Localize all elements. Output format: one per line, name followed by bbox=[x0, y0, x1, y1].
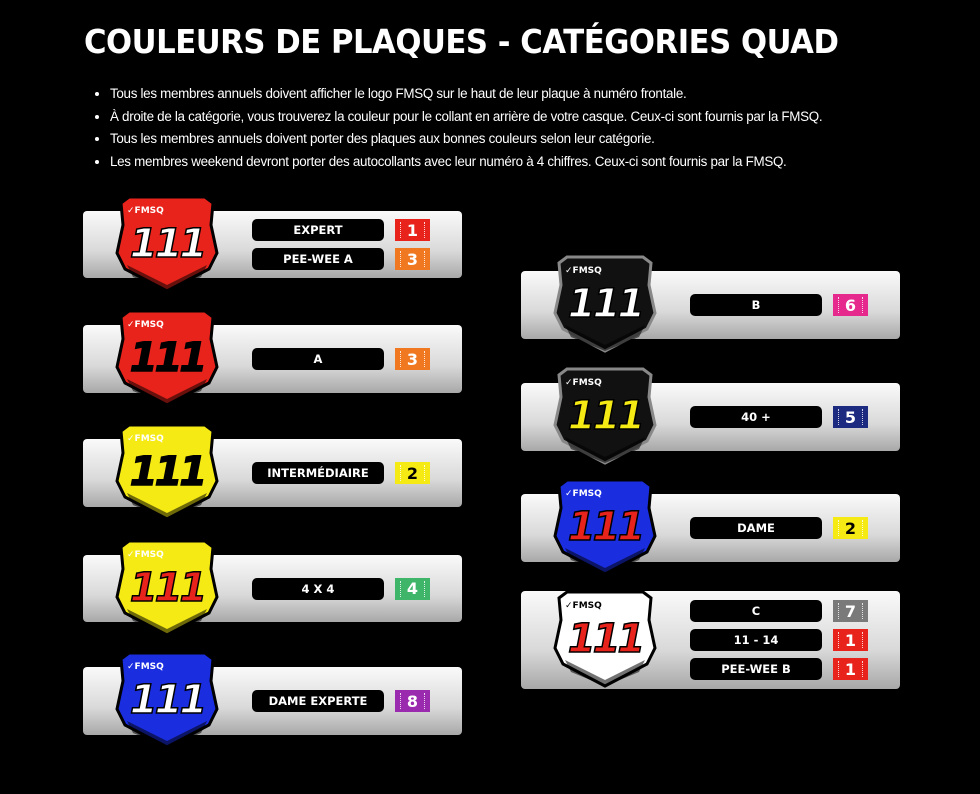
helmet-sticker-badge: 4 bbox=[395, 577, 430, 600]
plate-number: 111 bbox=[130, 221, 205, 267]
category-row: DAME 2 bbox=[690, 517, 868, 539]
helmet-sticker-badge: 1 bbox=[833, 629, 868, 651]
category-row: DAME EXPERTE 8 bbox=[252, 690, 430, 712]
category-label: B bbox=[690, 294, 822, 316]
plate-logo: ✓FMSQ bbox=[565, 489, 602, 499]
plate-logo: ✓FMSQ bbox=[127, 434, 164, 444]
helmet-sticker-badge: 5 bbox=[833, 406, 868, 428]
plate-logo: ✓FMSQ bbox=[127, 662, 164, 672]
page-title: COULEURS DE PLAQUES - CATÉGORIES QUAD bbox=[84, 22, 839, 61]
number-plate: ✓FMSQ 111 bbox=[551, 367, 659, 465]
category-row: INTERMÉDIAIRE 2 bbox=[252, 462, 430, 484]
plate-shape bbox=[553, 590, 657, 688]
category-label: INTERMÉDIAIRE bbox=[252, 462, 384, 484]
plate-number: 111 bbox=[568, 616, 643, 662]
plate-number: 111 bbox=[568, 281, 643, 327]
plate-shape bbox=[553, 478, 657, 576]
helmet-sticker-badge: 3 bbox=[395, 348, 430, 370]
category-label: PEE-WEE B bbox=[690, 658, 822, 680]
plate-logo: ✓FMSQ bbox=[127, 320, 164, 330]
plate-number: 111 bbox=[130, 677, 205, 723]
plate-number: 111 bbox=[130, 449, 205, 495]
helmet-sticker-badge: 2 bbox=[395, 462, 430, 484]
number-plate: ✓FMSQ 111 bbox=[551, 590, 659, 688]
helmet-sticker-badge: 8 bbox=[395, 690, 430, 712]
category-row: PEE-WEE A 3 bbox=[252, 248, 430, 270]
plate-number: 111 bbox=[130, 335, 205, 381]
plate-shape bbox=[115, 539, 219, 637]
number-plate: ✓FMSQ 111 bbox=[113, 539, 221, 637]
plate-number: 111 bbox=[568, 504, 643, 550]
plate-logo: ✓FMSQ bbox=[127, 550, 164, 560]
rule-item: Les membres weekend devront porter des a… bbox=[110, 151, 822, 174]
helmet-sticker-badge: 2 bbox=[833, 517, 868, 539]
rules-list: Tous les membres annuels doivent affiche… bbox=[92, 83, 823, 174]
rule-item: À droite de la catégorie, vous trouverez… bbox=[110, 106, 823, 129]
category-label: PEE-WEE A bbox=[252, 248, 384, 270]
rule-item: Tous les membres annuels doivent porter … bbox=[110, 128, 822, 151]
plate-shape bbox=[115, 195, 219, 293]
plate-logo: ✓FMSQ bbox=[565, 601, 602, 611]
plate-shape bbox=[553, 255, 657, 353]
plate-shape bbox=[115, 423, 219, 521]
category-label: EXPERT bbox=[252, 219, 384, 241]
plate-logo: ✓FMSQ bbox=[565, 378, 602, 388]
category-row: EXPERT 1 bbox=[252, 219, 430, 241]
number-plate: ✓FMSQ 111 bbox=[113, 195, 221, 293]
plate-number: 111 bbox=[568, 393, 643, 439]
helmet-sticker-badge: 7 bbox=[833, 600, 868, 622]
helmet-sticker-badge: 1 bbox=[833, 658, 868, 680]
plate-shape bbox=[553, 367, 657, 465]
rule-item: Tous les membres annuels doivent affiche… bbox=[110, 83, 822, 106]
plate-number: 111 bbox=[130, 565, 205, 611]
helmet-sticker-badge: 1 bbox=[395, 219, 430, 241]
category-label: DAME EXPERTE bbox=[252, 690, 384, 712]
category-label: DAME bbox=[690, 517, 822, 539]
plate-shape bbox=[115, 309, 219, 407]
plate-logo: ✓FMSQ bbox=[565, 266, 602, 276]
category-label: A bbox=[252, 348, 384, 370]
category-row: PEE-WEE B 1 bbox=[690, 658, 868, 680]
category-row: 40 + 5 bbox=[690, 406, 868, 428]
number-plate: ✓FMSQ 111 bbox=[551, 255, 659, 353]
helmet-sticker-badge: 6 bbox=[833, 294, 868, 316]
number-plate: ✓FMSQ 111 bbox=[113, 309, 221, 407]
category-row: 4 X 4 4 bbox=[252, 577, 430, 600]
number-plate: ✓FMSQ 111 bbox=[113, 423, 221, 521]
number-plate: ✓FMSQ 111 bbox=[113, 651, 221, 749]
category-label: C bbox=[690, 600, 822, 622]
category-row: 11 - 14 1 bbox=[690, 629, 868, 651]
category-label: 40 + bbox=[690, 406, 822, 428]
plate-logo: ✓FMSQ bbox=[127, 206, 164, 216]
number-plate: ✓FMSQ 111 bbox=[551, 478, 659, 576]
plate-shape bbox=[115, 651, 219, 749]
category-label: 4 X 4 bbox=[252, 577, 384, 600]
helmet-sticker-badge: 3 bbox=[395, 248, 430, 270]
category-label: 11 - 14 bbox=[690, 629, 822, 651]
